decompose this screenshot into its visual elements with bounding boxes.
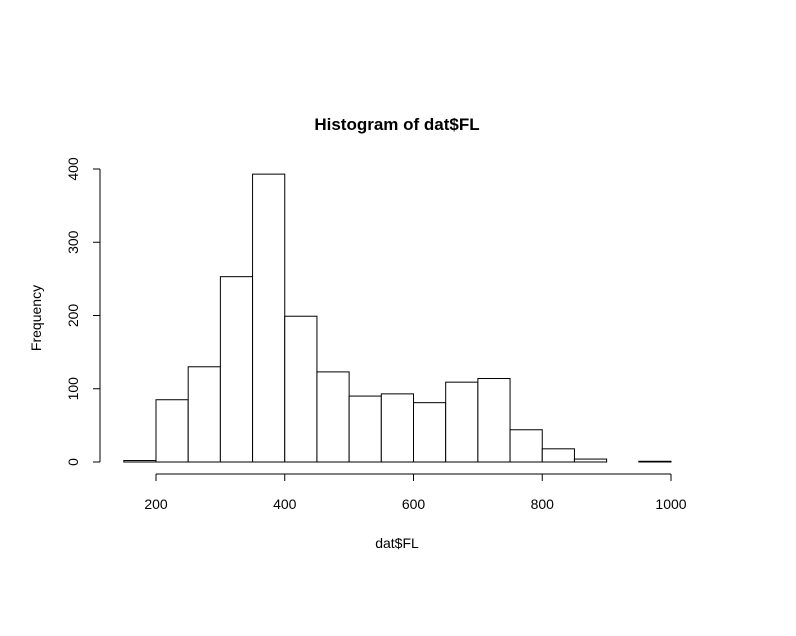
x-axis-label: dat$FL <box>375 535 419 551</box>
x-tick-label: 600 <box>402 496 426 512</box>
bars-group <box>123 173 672 463</box>
y-axis: 0 100 200 300 400 <box>65 157 101 466</box>
y-tick-label: 200 <box>65 304 81 328</box>
y-tick-label: 100 <box>65 377 81 401</box>
histogram-bar <box>348 395 382 463</box>
histogram-bar <box>123 460 157 463</box>
histogram-bar <box>155 399 189 463</box>
y-tick-label: 300 <box>65 230 81 254</box>
x-tick-label: 200 <box>144 496 168 512</box>
x-tick-label: 400 <box>273 496 297 512</box>
x-axis: 200 400 600 800 1000 <box>144 473 687 512</box>
histogram-bar <box>380 393 414 463</box>
histogram-bar <box>541 448 575 463</box>
y-tick-label: 400 <box>65 157 81 181</box>
histogram-bar <box>509 429 543 463</box>
y-axis-label: Frequency <box>28 285 44 351</box>
histogram-bar <box>284 315 318 463</box>
x-tick-label: 1000 <box>655 496 686 512</box>
histogram-bar <box>477 377 511 463</box>
chart-title: Histogram of dat$FL <box>314 115 479 134</box>
histogram-bar <box>187 366 221 463</box>
x-tick-label: 800 <box>531 496 555 512</box>
histogram-bar <box>638 460 672 463</box>
histogram-bar <box>445 381 479 463</box>
histogram-bar <box>219 276 254 463</box>
y-tick-label: 0 <box>65 458 81 466</box>
histogram-bar <box>573 458 608 463</box>
histogram-bar <box>316 371 350 463</box>
histogram-bar <box>413 402 447 463</box>
histogram-bar <box>252 173 286 463</box>
